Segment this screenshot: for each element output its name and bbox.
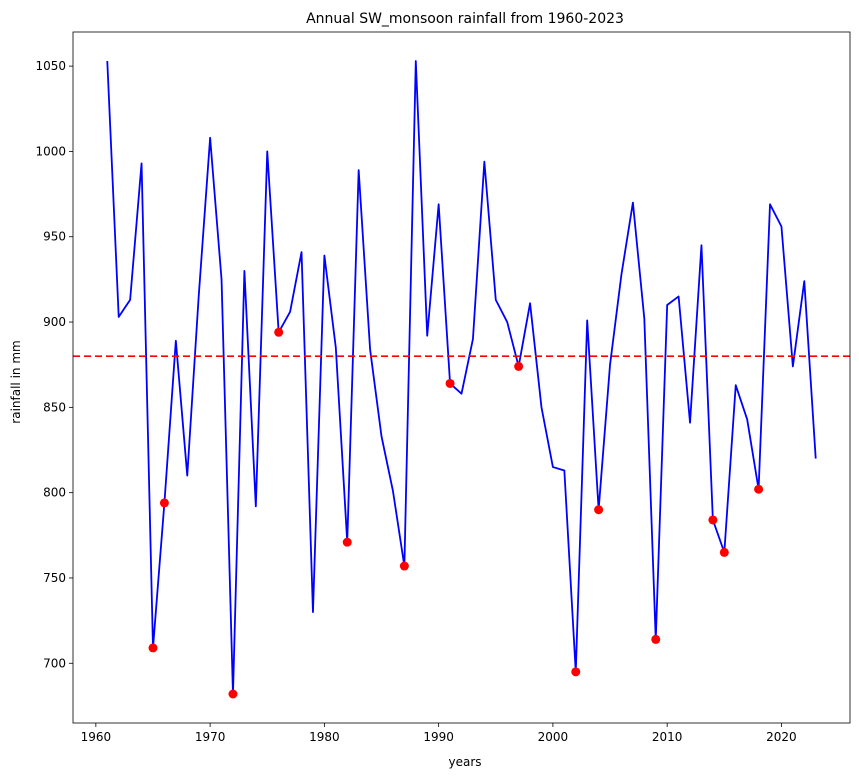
chart-title: Annual SW_monsoon rainfall from 1960-202… [306, 11, 624, 27]
low-rainfall-point [514, 361, 524, 371]
low-rainfall-point [719, 547, 729, 557]
low-rainfall-point [274, 327, 284, 337]
y-tick-label: 900 [43, 315, 66, 329]
low-rainfall-point [445, 378, 455, 388]
y-tick-label: 1050 [35, 59, 66, 73]
low-rainfall-point [342, 537, 352, 547]
rainfall-line [106, 60, 817, 695]
low-rainfall-point [754, 484, 764, 494]
low-rainfall-point [228, 689, 238, 699]
low-rainfall-point [399, 561, 409, 571]
low-rainfall-point [651, 634, 661, 644]
y-tick-label: 800 [43, 486, 66, 500]
y-tick-label: 750 [43, 571, 66, 585]
y-tick-label: 700 [43, 656, 66, 670]
plot-area: 1960 1970 1980 1990 2000 2010 2020 700 750 800 850… [35, 31, 851, 744]
x-tick-label: 1970 [195, 730, 226, 744]
y-tick-label: 1000 [35, 144, 66, 158]
x-tick-label: 2000 [538, 730, 569, 744]
x-tick-label: 1980 [309, 730, 340, 744]
x-tick-label: 2010 [652, 730, 683, 744]
low-rainfall-point [571, 667, 581, 677]
low-rainfall-point [594, 505, 604, 515]
x-axis-label: years [448, 755, 481, 769]
low-rainfall-point [708, 515, 718, 525]
x-tick-label: 2020 [766, 730, 797, 744]
y-axis-label: rainfall in mm [9, 340, 23, 423]
plot-frame [72, 31, 851, 724]
x-tick-label: 1960 [81, 730, 112, 744]
x-tick-label: 1990 [423, 730, 454, 744]
low-rainfall-point [148, 643, 158, 653]
y-tick-label: 950 [43, 230, 66, 244]
low-rainfall-point [159, 498, 169, 508]
y-tick-label: 850 [43, 400, 66, 414]
